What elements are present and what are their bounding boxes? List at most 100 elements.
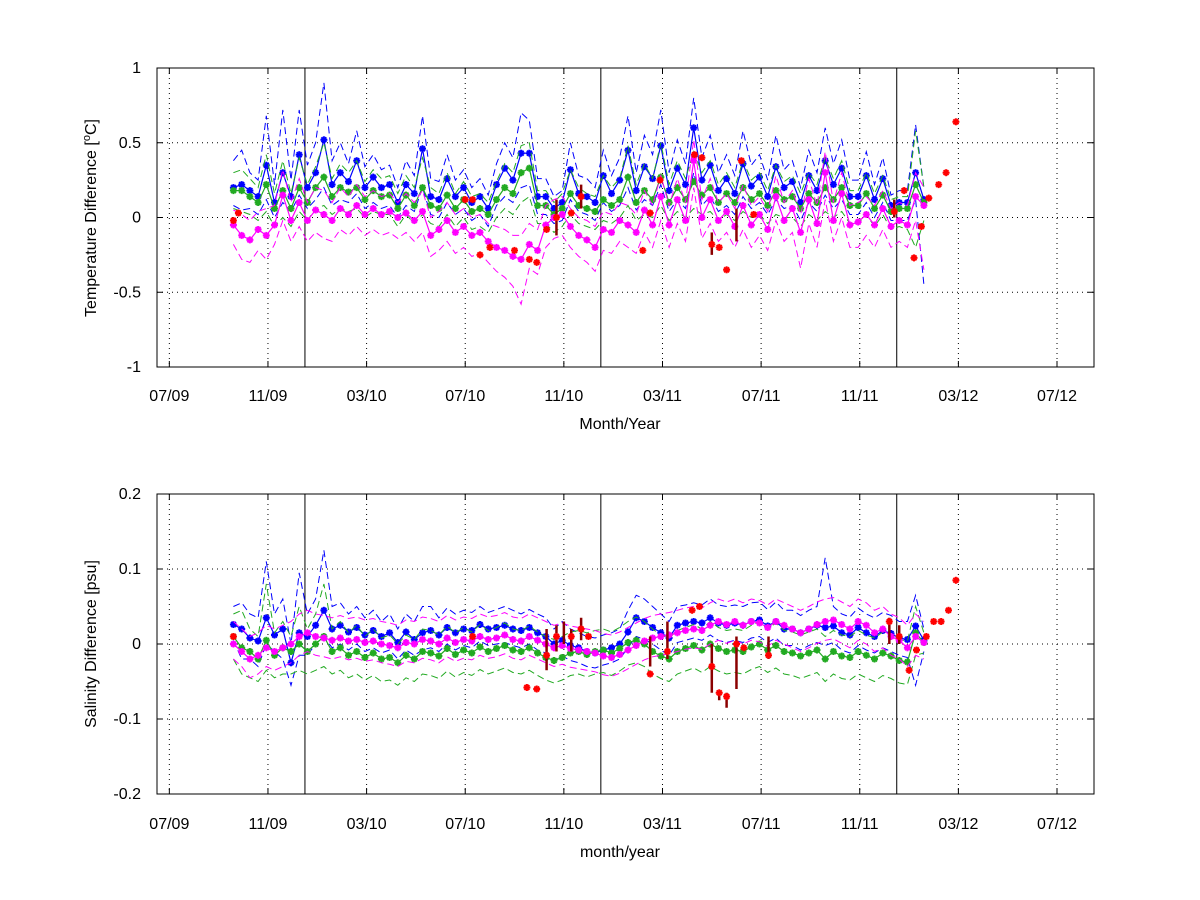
temperature-blue-point xyxy=(731,190,739,198)
temperature-green-point xyxy=(525,164,533,172)
salinity-magenta-point xyxy=(673,629,681,637)
salinity-green-lower-envelope xyxy=(232,652,925,686)
temperature-green-point xyxy=(854,202,862,209)
salinity-magenta-point xyxy=(805,625,813,633)
temperature-magenta-point xyxy=(361,211,369,218)
temperature-series xyxy=(229,68,960,367)
temperature-red-point xyxy=(910,254,918,262)
salinity-red-point xyxy=(733,640,740,648)
salinity-y-tick-label: 0.2 xyxy=(119,486,141,503)
salinity-magenta-point xyxy=(731,618,739,625)
temperature-blue-point xyxy=(419,145,426,153)
salinity-magenta-point xyxy=(764,624,772,631)
temperature-magenta-point xyxy=(739,202,747,209)
temperature-magenta-point xyxy=(484,237,492,245)
temperature-magenta-point xyxy=(649,221,657,229)
salinity-magenta-point xyxy=(271,648,278,655)
temperature-magenta-point xyxy=(468,231,476,239)
temperature-green-point xyxy=(616,196,624,204)
temperature-red-point xyxy=(708,240,716,248)
salinity-magenta-point xyxy=(682,627,689,634)
salinity-magenta-point xyxy=(797,629,805,637)
temperature-magenta-point xyxy=(575,231,583,239)
salinity-blue-point xyxy=(862,629,870,637)
temperature-red-point xyxy=(737,157,745,165)
temperature-magenta-point xyxy=(558,211,566,218)
temperature-magenta-point xyxy=(838,190,846,198)
temperature-y-tick-label: 0 xyxy=(132,210,141,227)
salinity-magenta-point xyxy=(320,634,328,642)
temperature-blue-point xyxy=(377,184,385,192)
salinity-green-point xyxy=(476,643,484,651)
temperature-magenta-point xyxy=(682,217,689,224)
temperature-red-point xyxy=(691,151,698,159)
temperature-green-point xyxy=(336,184,344,192)
temperature-magenta-point xyxy=(238,231,246,239)
salinity-green-point xyxy=(788,649,796,657)
temperature-magenta-lower-envelope xyxy=(232,187,925,306)
temperature-magenta-point xyxy=(591,243,599,251)
temperature-green-point xyxy=(706,184,714,192)
salinity-x-tick-label: 11/09 xyxy=(249,816,288,833)
temperature-magenta-point xyxy=(583,236,591,244)
salinity-magenta-point xyxy=(427,637,435,645)
temperature-green-point xyxy=(862,190,870,198)
temperature-magenta-point xyxy=(706,196,714,204)
salinity-blue-point xyxy=(419,629,426,637)
temperature-green-point xyxy=(509,190,517,198)
salinity-green-point xyxy=(386,654,394,661)
temperature-y-tick-label: 0.5 xyxy=(119,135,141,152)
salinity-magenta-point xyxy=(493,634,500,642)
salinity-red-point xyxy=(229,633,237,640)
salinity-magenta-point xyxy=(336,634,344,642)
salinity-green-point xyxy=(443,645,451,652)
salinity-blue-point xyxy=(427,627,435,634)
temperature-blue-point xyxy=(336,169,344,177)
salinity-green-point xyxy=(435,652,443,660)
salinity-green-point xyxy=(377,655,385,663)
salinity-x-tick-label: 07/09 xyxy=(149,816,189,833)
temperature-green-point xyxy=(451,205,459,212)
salinity-red-point xyxy=(577,625,585,633)
temperature-magenta-point xyxy=(369,205,377,212)
temperature-magenta-point xyxy=(657,193,665,201)
salinity-magenta-point xyxy=(377,640,385,648)
salinity-blue-point xyxy=(649,624,657,631)
temperature-magenta-point xyxy=(534,246,542,254)
salinity-magenta-point xyxy=(534,636,542,644)
temperature-blue-point xyxy=(246,187,254,195)
temperature-red-point xyxy=(461,196,469,204)
salinity-red-point xyxy=(922,633,930,640)
salinity-x-tick-label: 11/10 xyxy=(544,816,583,833)
temperature-blue-point xyxy=(386,181,394,189)
temperature-green-point xyxy=(386,191,394,199)
temperature-magenta-point xyxy=(624,221,632,229)
temperature-green-point xyxy=(501,184,509,192)
salinity-magenta-point xyxy=(871,629,878,637)
temperature-blue-point xyxy=(303,184,311,192)
temperature-red-point xyxy=(577,193,585,201)
salinity-magenta-point xyxy=(862,621,870,629)
salinity-red-point xyxy=(663,648,671,655)
temperature-green-point xyxy=(254,199,262,206)
salinity-blue-point xyxy=(369,627,377,634)
salinity-panel: 07/09 11/09 03/10 07/10 11/10 03/11 07/11 11/11… xyxy=(83,486,1095,861)
temperature-green-point xyxy=(345,188,352,196)
salinity-green-point xyxy=(534,649,542,657)
salinity-magenta-point xyxy=(345,637,352,645)
temperature-red-point xyxy=(229,217,237,224)
salinity-green-point xyxy=(698,646,706,654)
temperature-magenta-point xyxy=(780,217,788,224)
temperature-blue-point xyxy=(608,190,615,198)
salinity-green-point xyxy=(246,648,254,655)
temperature-blue-upper-envelope xyxy=(233,82,925,198)
temperature-magenta-point xyxy=(805,196,813,204)
salinity-green-point xyxy=(624,639,632,646)
salinity-magenta-point xyxy=(854,618,862,625)
salinity-magenta-point xyxy=(879,625,887,633)
salinity-y-tick-label: 0 xyxy=(132,636,141,653)
temperature-green-point xyxy=(476,205,484,212)
salinity-magenta-point xyxy=(903,644,911,652)
temperature-red-point xyxy=(890,208,898,215)
salinity-red-point xyxy=(646,670,654,678)
